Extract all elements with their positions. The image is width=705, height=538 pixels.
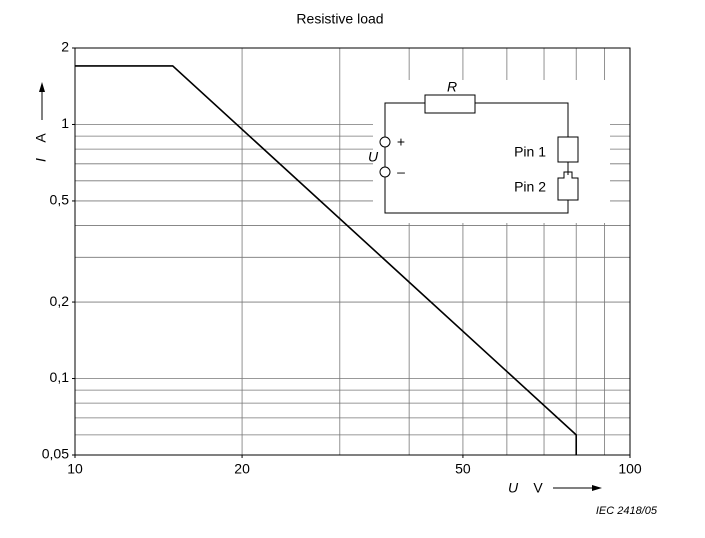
y-tick-label: 1 [61,115,69,131]
source-label: U [368,149,379,165]
terminal [379,166,391,178]
y-arrow-head [39,82,45,92]
y-axis-label: I A [33,82,49,162]
minus-label: – [397,164,405,180]
pin-1-label: Pin 1 [514,144,546,160]
x-axis-label: U V [508,480,602,496]
circuit-inset [379,94,579,214]
x-tick-label: 10 [67,461,83,477]
data-line [75,65,578,455]
resistor-label: R [447,79,457,95]
plus-label: + [397,134,405,150]
y-tick-label: 2 [61,39,69,55]
x-tick-label: 20 [234,461,250,477]
inset-background [373,80,610,223]
x-tick-label: 50 [455,461,471,477]
x-label-symbol: U [508,480,519,496]
y-tick-label: 0,2 [50,293,70,309]
y-tick-label: 0,05 [42,446,69,462]
footer: IEC 2418/05 [596,505,658,517]
y-label-symbol: I [33,158,49,162]
y-tick-label: 0,1 [50,369,70,385]
pin-2 [557,171,579,201]
x-tick-label: 100 [618,461,642,477]
terminal [379,136,391,148]
wire [384,102,569,214]
chart-title: Resistive load [296,11,383,27]
pin-2-label: Pin 2 [514,179,546,195]
x-arrow-head [592,485,602,491]
plot-frame [74,47,631,456]
y-tick-label: 0,5 [50,192,70,208]
y-label-unit: A [33,133,49,143]
resistor [424,94,476,114]
pin-1 [557,136,579,163]
x-label-unit: V [533,480,543,496]
